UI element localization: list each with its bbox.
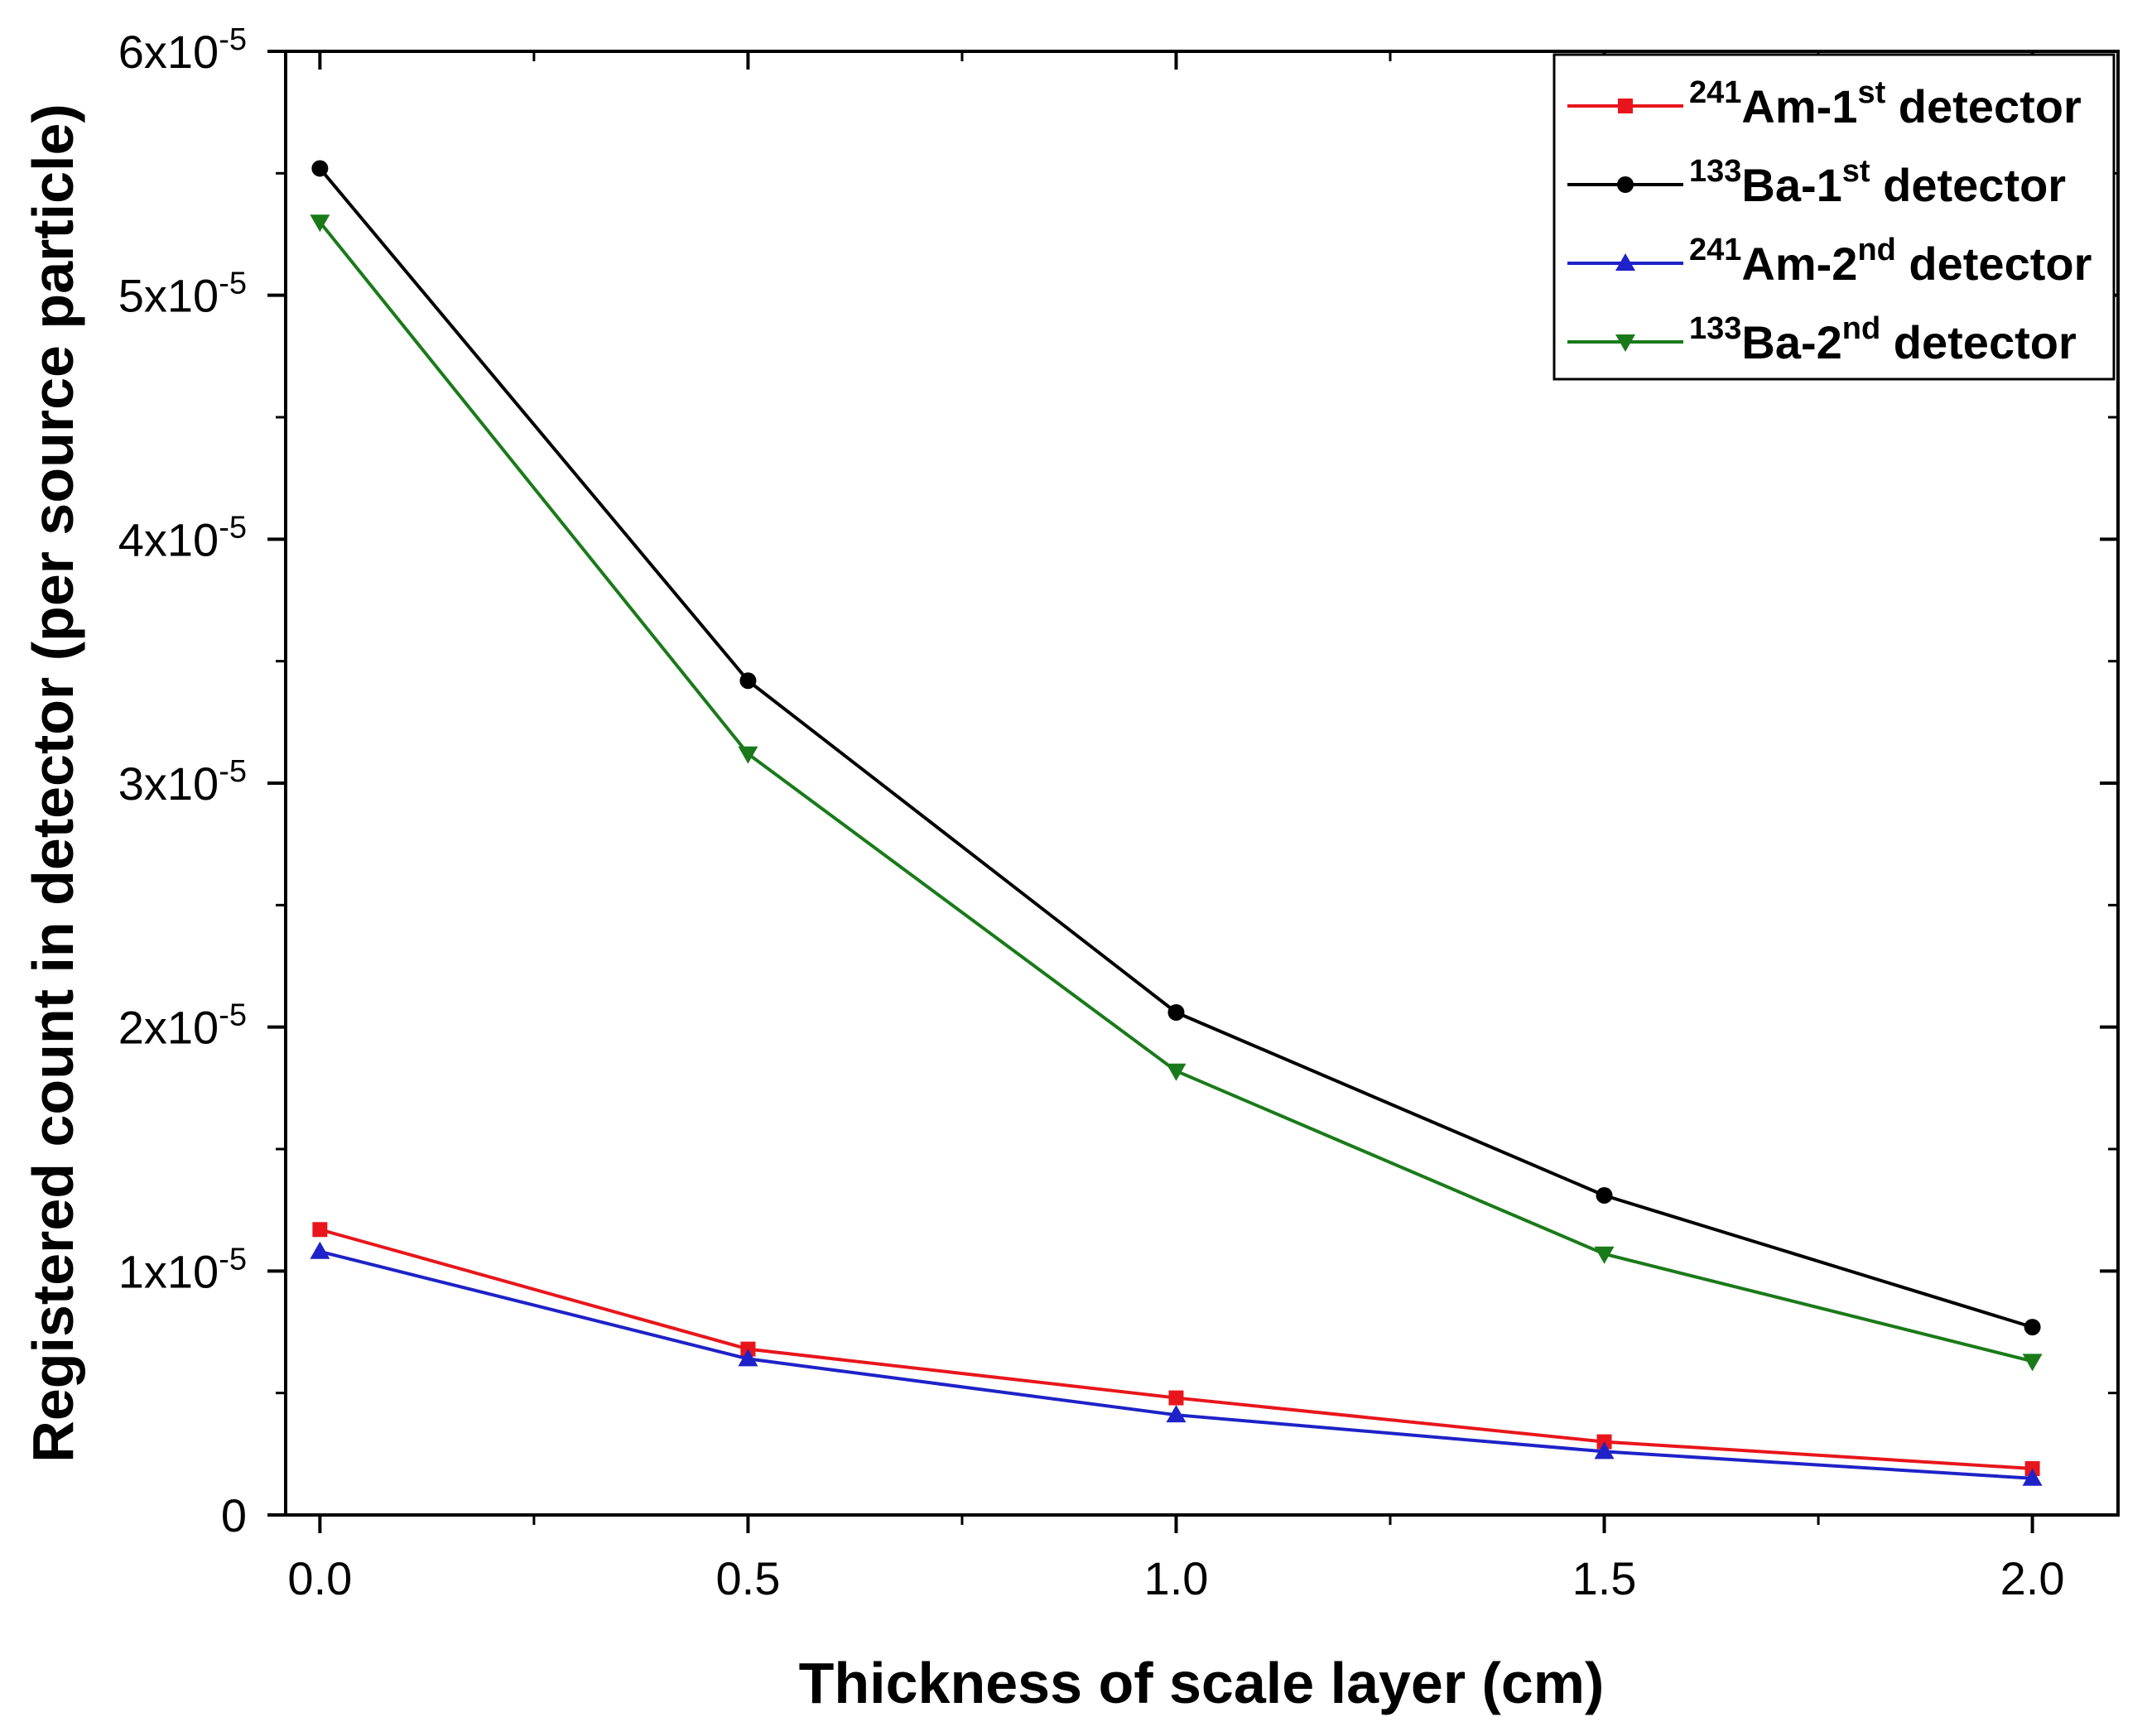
legend-marker xyxy=(1618,99,1633,113)
legend-isotope-superscript: 241 xyxy=(1689,233,1741,267)
y-tick-mantissa: 3 xyxy=(118,757,144,810)
legend-marker xyxy=(1615,334,1635,352)
plot-series xyxy=(310,160,2043,1486)
data-point-ba133-2nd xyxy=(1594,1246,1615,1264)
series-ba133-1st xyxy=(311,160,2041,1336)
y-tick-mantissa: 0 xyxy=(221,1489,247,1541)
y-tick-base: x10 xyxy=(144,270,219,322)
tick-labels: 0.0 0.5 1.0 1.5 2.001x10-52x10-53x10-54x10-5… xyxy=(118,22,2065,1604)
y-tick-base: x10 xyxy=(144,1245,219,1297)
legend-box xyxy=(1552,53,2116,381)
legend-suffix: detector xyxy=(1880,316,2077,368)
legend-suffix: detector xyxy=(1885,80,2082,132)
legend-element: Am-1 xyxy=(1741,80,1857,132)
y-tick-label: 6x10-5 xyxy=(118,22,247,78)
legend-suffix: detector xyxy=(1870,159,2067,211)
y-tick-exponent: -5 xyxy=(219,754,247,789)
data-point-ba133-2nd xyxy=(738,746,758,764)
legend-marker xyxy=(1615,253,1635,271)
y-tick-label: 2x10-5 xyxy=(118,998,247,1054)
legend-item-am241-2nd: 241Am-2nd detector xyxy=(1567,233,2092,290)
x-tick-label: 2.0 xyxy=(2000,1552,2065,1604)
data-point-ba133-1st xyxy=(739,672,757,690)
data-point-am241-2nd xyxy=(738,1349,758,1367)
data-point-am241-2nd xyxy=(1166,1405,1187,1423)
y-tick-mantissa: 4 xyxy=(118,513,144,565)
legend-label: 241Am-2nd detector xyxy=(1689,233,2092,290)
data-point-am241-2nd xyxy=(310,1241,330,1259)
y-tick-label: 5x10-5 xyxy=(118,267,247,322)
series-am241-1st xyxy=(312,1222,2040,1477)
legend-suffix: detector xyxy=(1896,238,2092,290)
legend-item-ba133-1st: 133Ba-1st detector xyxy=(1567,154,2066,211)
y-tick-base: x10 xyxy=(144,513,219,565)
legend-element: Am-2 xyxy=(1741,238,1857,290)
y-tick-mantissa: 6 xyxy=(118,26,144,78)
y-tick-exponent: -5 xyxy=(219,998,247,1033)
y-tick-exponent: -5 xyxy=(219,267,247,301)
data-point-am241-2nd xyxy=(2022,1468,2043,1486)
y-tick-label: 1x10-5 xyxy=(118,1242,247,1297)
y-axis-title: Registered count in detector (per source… xyxy=(21,103,85,1462)
y-tick-mantissa: 5 xyxy=(118,270,144,322)
legend-label: 133Ba-2nd detector xyxy=(1689,311,2077,368)
legend-ordinal-superscript: st xyxy=(1842,154,1870,189)
legend-ordinal-superscript: nd xyxy=(1842,311,1880,346)
y-tick-exponent: -5 xyxy=(219,510,247,545)
data-point-ba133-1st xyxy=(311,160,329,177)
legend-item-ba133-2nd: 133Ba-2nd detector xyxy=(1567,311,2077,368)
data-point-ba133-1st xyxy=(2024,1319,2041,1336)
x-tick-label: 1.0 xyxy=(1144,1552,1209,1604)
series-am241-2nd xyxy=(310,1241,2043,1486)
y-tick-label: 0 xyxy=(221,1489,247,1541)
legend-isotope-superscript: 133 xyxy=(1689,154,1741,189)
legend-label: 241Am-1st detector xyxy=(1689,75,2082,132)
data-point-am241-2nd xyxy=(1594,1441,1615,1459)
plot-frame xyxy=(284,50,2120,1517)
data-point-ba133-1st xyxy=(1167,1003,1185,1021)
legend-label: 133Ba-1st detector xyxy=(1689,154,2066,211)
legend-ordinal-superscript: nd xyxy=(1857,233,1895,267)
x-tick-label: 1.5 xyxy=(1572,1552,1637,1604)
y-tick-label: 3x10-5 xyxy=(118,754,247,810)
legend-isotope-superscript: 241 xyxy=(1689,75,1741,110)
data-point-am241-1st xyxy=(312,1222,328,1238)
x-tick-label: 0.5 xyxy=(715,1552,780,1604)
x-axis-title: Thickness of scale layer (cm) xyxy=(799,1651,1605,1715)
y-tick-exponent: -5 xyxy=(219,1242,247,1277)
legend-isotope-superscript: 133 xyxy=(1689,311,1741,346)
legend-marker xyxy=(1617,176,1634,193)
x-tick-label: 0.0 xyxy=(287,1552,352,1604)
data-point-ba133-1st xyxy=(1596,1186,1613,1204)
data-point-ba133-2nd xyxy=(2022,1354,2043,1372)
y-tick-mantissa: 1 xyxy=(118,1245,144,1297)
data-point-ba133-2nd xyxy=(310,214,330,233)
legend-element: Ba-1 xyxy=(1741,159,1841,211)
y-tick-base: x10 xyxy=(144,26,219,78)
y-tick-base: x10 xyxy=(144,1002,219,1054)
y-tick-exponent: -5 xyxy=(219,22,247,57)
y-tick-base: x10 xyxy=(144,757,219,810)
data-point-ba133-2nd xyxy=(1166,1063,1187,1081)
y-tick-label: 4x10-5 xyxy=(118,510,247,565)
legend-ordinal-superscript: st xyxy=(1857,75,1885,110)
data-point-am241-1st xyxy=(1168,1390,1184,1406)
legend-element: Ba-2 xyxy=(1741,316,1841,368)
legend-item-am241-1st: 241Am-1st detector xyxy=(1567,75,2082,132)
series-ba133-2nd xyxy=(310,214,2043,1372)
y-tick-mantissa: 2 xyxy=(118,1002,144,1054)
